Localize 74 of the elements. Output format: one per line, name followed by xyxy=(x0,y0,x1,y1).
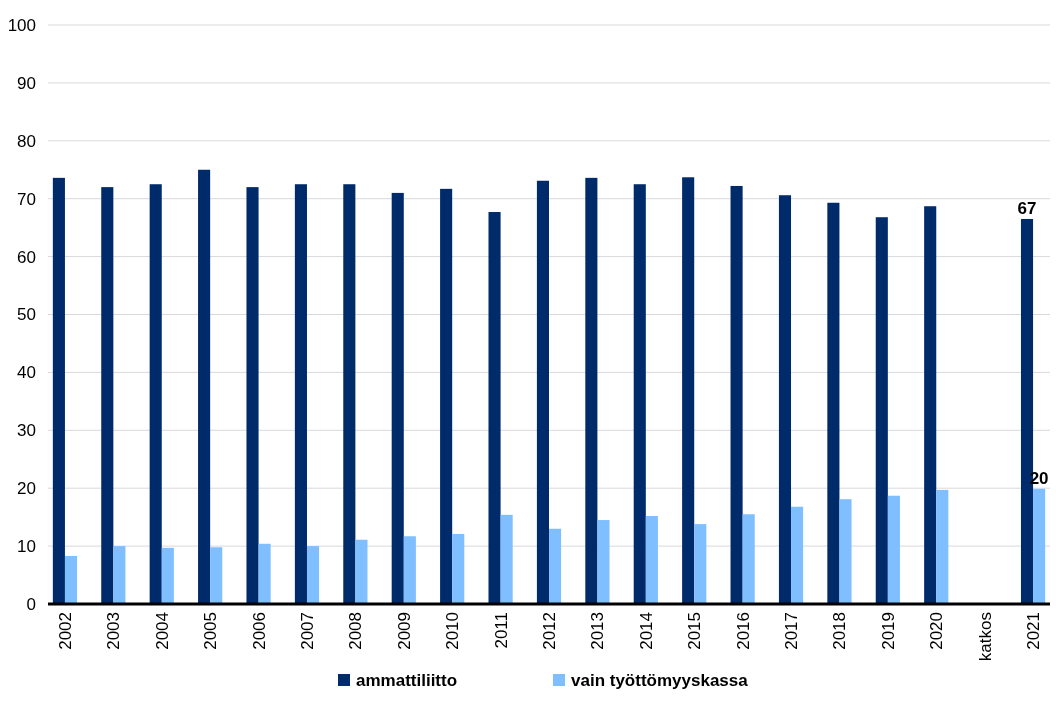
x-tick-label: 2021 xyxy=(1024,612,1044,650)
bar xyxy=(549,528,562,604)
bar xyxy=(161,547,174,604)
x-tick-label: 2005 xyxy=(201,612,221,650)
x-tick-label: 2006 xyxy=(249,612,269,650)
y-tick-label: 20 xyxy=(17,479,36,499)
bar xyxy=(839,499,852,604)
y-tick-label: 100 xyxy=(7,15,36,35)
x-tick-label: katkos xyxy=(975,612,995,662)
bar xyxy=(1033,488,1046,604)
bar xyxy=(791,506,804,604)
x-tick-label: 2003 xyxy=(104,612,124,650)
bar xyxy=(730,185,743,604)
x-tick-label: 2002 xyxy=(55,612,75,650)
bar xyxy=(343,184,356,604)
bar xyxy=(210,547,223,604)
x-tick-label: 2017 xyxy=(781,612,801,650)
x-tick-label: 2016 xyxy=(733,612,753,650)
bar xyxy=(149,184,162,604)
bar xyxy=(64,555,78,604)
bar xyxy=(742,514,755,604)
bar xyxy=(355,539,368,604)
legend-label: vain työttömyyskassa xyxy=(571,670,749,690)
bar xyxy=(294,184,307,604)
x-tick-label: 2009 xyxy=(394,612,414,650)
bar xyxy=(887,495,900,604)
bar xyxy=(113,546,126,604)
x-tick-label: 2014 xyxy=(636,612,656,650)
x-tick-label: 2011 xyxy=(491,612,511,649)
bar xyxy=(452,533,465,604)
x-tick-label: 2015 xyxy=(685,612,705,650)
x-tick-label: 2018 xyxy=(830,612,850,650)
x-tick-label: 2013 xyxy=(588,612,608,650)
x-tick-label: 2019 xyxy=(878,612,898,650)
x-tick-label: 2004 xyxy=(152,612,172,650)
y-tick-label: 60 xyxy=(17,247,36,267)
y-tick-label: 80 xyxy=(17,131,36,151)
y-tick-label: 90 xyxy=(17,73,36,93)
x-tick-label: 2008 xyxy=(346,612,366,650)
bar xyxy=(585,177,598,604)
bar xyxy=(536,180,549,604)
bar xyxy=(645,515,658,604)
y-tick-label: 30 xyxy=(17,421,36,441)
bar xyxy=(440,188,453,604)
bar xyxy=(875,217,888,604)
bar xyxy=(500,514,513,604)
bar xyxy=(101,187,114,604)
bar xyxy=(403,536,416,604)
bar xyxy=(924,206,937,604)
bar xyxy=(694,524,707,604)
bar xyxy=(778,195,792,604)
y-tick-label: 70 xyxy=(17,189,36,209)
y-tick-label: 40 xyxy=(17,363,36,383)
x-tick-label: 2007 xyxy=(297,612,317,650)
bar xyxy=(258,543,271,604)
bar xyxy=(682,177,695,604)
bar xyxy=(198,169,211,604)
bar xyxy=(52,177,65,604)
bar xyxy=(391,192,404,604)
x-tick-label: 2020 xyxy=(927,612,947,650)
bar xyxy=(633,184,646,604)
y-tick-label: 0 xyxy=(26,594,36,614)
bar xyxy=(488,212,501,604)
data-label: 67 xyxy=(1017,198,1037,218)
y-tick-label: 10 xyxy=(17,537,36,557)
bar xyxy=(936,489,949,604)
legend-label: ammattiliitto xyxy=(356,670,458,690)
bar xyxy=(597,520,610,604)
bar xyxy=(246,187,259,604)
x-tick-label: 2010 xyxy=(443,612,463,650)
y-tick-label: 50 xyxy=(17,305,36,325)
bar xyxy=(827,202,840,604)
bar xyxy=(306,546,320,604)
x-tick-label: 2012 xyxy=(539,612,559,650)
